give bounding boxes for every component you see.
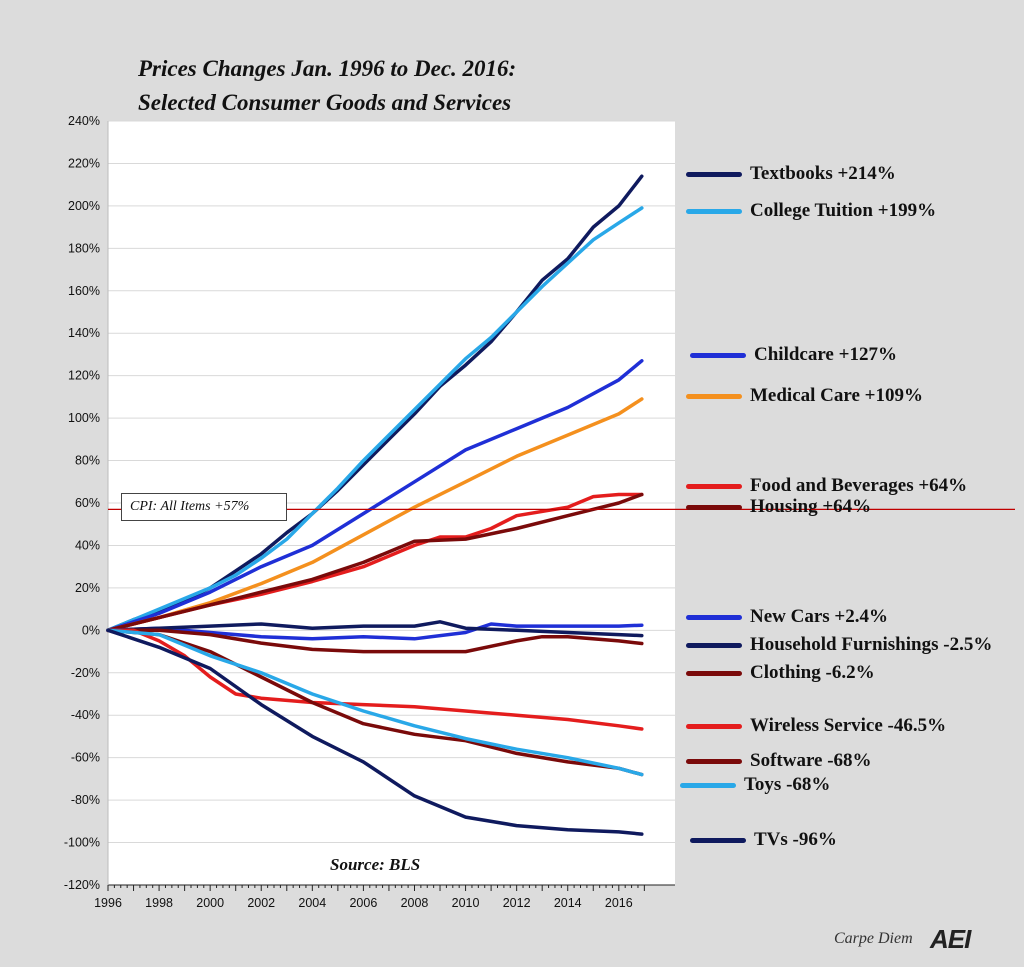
y-tick-label: 180% [68,241,100,255]
series-line-new-cars [106,622,644,641]
cpi-label-box: CPI: All Items +57% [121,493,287,521]
x-tick-label: 1998 [145,896,173,910]
y-tick-label: 20% [75,581,100,595]
y-tick-label: 0% [82,623,100,637]
series-line-tvs [106,628,644,836]
legend-swatch [686,483,742,489]
x-tick-label: 2010 [452,896,480,910]
source-note: Source: BLS [330,855,421,874]
x-tick-label: 2002 [247,896,275,910]
series-line-clothing [106,628,644,654]
chart-title: Prices Changes Jan. 1996 to Dec. 2016: S… [138,52,698,120]
legend-label: Food and Beverages +64% [750,475,968,496]
legend-item-toys: Toys -68% [680,774,830,796]
y-tick-label: 60% [75,496,100,510]
legend-item-household-furnishings: Household Furnishings -2.5% [686,634,992,656]
x-tick-label: 1996 [94,896,122,910]
legend-swatch [690,837,746,843]
legend-label: Medical Care +109% [750,385,923,406]
series-line-household-furnishings [106,620,644,638]
y-tick-label: -80% [71,793,100,807]
y-tick-label: 80% [75,454,100,468]
x-tick-label: 2016 [605,896,633,910]
legend-item-clothing: Clothing -6.2% [686,662,875,684]
y-tick-label: 200% [68,199,100,213]
legend-label: Childcare +127% [754,344,897,365]
legend-swatch [686,504,742,510]
chart-title-line2: Selected Consumer Goods and Services [138,90,512,115]
y-tick-labels: 240% 220% 200% 180% 160% 140% 120% 100% 80% 60% 40… [64,114,100,892]
y-tick-label: -120% [64,878,100,892]
y-tick-label: 100% [68,411,100,425]
legend-label: Clothing -6.2% [750,662,875,683]
chart-title-line1: Prices Changes Jan. 1996 to Dec. 2016: [138,56,517,81]
legend-item-software: Software -68% [686,750,872,772]
legend-item-wireless-service: Wireless Service -46.5% [686,715,946,737]
legend-label: Textbooks +214% [750,163,896,184]
legend-item-new-cars: New Cars +2.4% [686,606,888,628]
series-line-housing [106,492,644,633]
legend-swatch [686,208,742,214]
y-tick-label: -20% [71,666,100,680]
legend-swatch [686,758,742,764]
x-tick-label: 2008 [401,896,429,910]
legend-label: Wireless Service -46.5% [750,715,947,736]
footer-brand: Carpe Diem [834,930,913,947]
x-tick-label: 2012 [503,896,531,910]
legend-item-food-and-beverages: Food and Beverages +64% [686,475,967,497]
series-lines [106,174,644,836]
legend-item-housing: Housing +64% [686,496,871,518]
series-line-medical-care [106,397,644,633]
series-line-college-tuition [106,206,644,633]
grid-lines [108,120,675,886]
y-tick-label: 120% [68,369,100,383]
legend-label: TVs -96% [754,829,837,850]
legend-swatch [686,614,742,620]
legend-label: Toys -68% [744,774,831,795]
legend-label: Housing +64% [750,496,872,517]
x-tick-label: 2004 [298,896,326,910]
series-line-software [106,628,644,777]
x-tick-label: 2000 [196,896,224,910]
series-line-childcare [106,359,644,633]
aei-logo: AEI [930,924,971,954]
legend-swatch [690,352,746,358]
series-line-toys [106,628,644,777]
legend-item-childcare: Childcare +127% [690,344,897,366]
y-tick-label: 160% [68,284,100,298]
x-axis: 1996 1998 2000 2002 2004 2006 2008 2010 2012 2014… [94,121,675,910]
legend-item-medical-care: Medical Care +109% [686,385,923,407]
legend-swatch [686,723,742,729]
x-tick-label: 2014 [554,896,582,910]
y-tick-label: -100% [64,836,100,850]
legend-item-textbooks: Textbooks +214% [686,163,896,185]
legend-swatch [686,393,742,399]
legend-label: New Cars +2.4% [750,606,889,627]
y-tick-label: 220% [68,156,100,170]
x-tick-label: 2006 [349,896,377,910]
y-tick-label: 140% [68,326,100,340]
legend-swatch [686,171,742,177]
y-tick-label: -40% [71,708,100,722]
y-tick-label: 40% [75,538,100,552]
legend-item-college-tuition: College Tuition +199% [686,200,936,222]
legend-swatch [686,642,742,648]
legend-label: Household Furnishings -2.5% [750,634,993,655]
legend-label: Software -68% [750,750,872,771]
legend-label: College Tuition +199% [750,200,937,221]
y-tick-label: -60% [71,751,100,765]
legend-swatch [680,782,736,788]
legend-item-tvs: TVs -96% [690,829,837,851]
legend-swatch [686,670,742,676]
y-tick-label: 240% [68,114,100,128]
